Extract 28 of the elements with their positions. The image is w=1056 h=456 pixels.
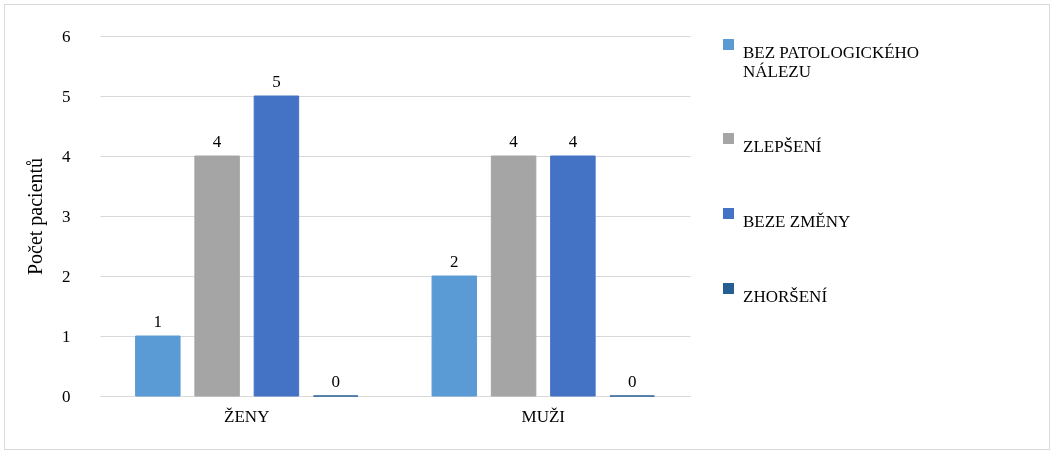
data-label: 4 bbox=[509, 132, 519, 151]
bar bbox=[135, 335, 181, 397]
legend-label: ZHORŠENÍ bbox=[743, 286, 828, 306]
data-label: 4 bbox=[212, 132, 222, 151]
data-label: 0 bbox=[331, 372, 340, 391]
y-tick-label: 3 bbox=[62, 206, 71, 226]
y-tick-label: 2 bbox=[62, 266, 71, 286]
data-label: 5 bbox=[272, 72, 281, 91]
x-tick-label: MUŽI bbox=[521, 406, 566, 426]
y-tick-label: 6 bbox=[62, 26, 71, 46]
data-label: 4 bbox=[568, 132, 578, 151]
data-label: 2 bbox=[450, 252, 459, 271]
bar bbox=[490, 155, 537, 397]
legend-label: BEZE ZMĚNY bbox=[743, 211, 851, 231]
y-axis-title: Počet pacientů bbox=[24, 157, 47, 276]
bar bbox=[550, 155, 596, 397]
data-label: 1 bbox=[153, 312, 163, 331]
bar bbox=[253, 95, 300, 397]
y-tick-label: 4 bbox=[62, 146, 71, 166]
x-tick-label: ŽENY bbox=[224, 406, 270, 426]
bar bbox=[194, 155, 240, 397]
legend-label: ZLEPŠENÍ bbox=[743, 136, 822, 156]
y-tick-label: 5 bbox=[62, 86, 71, 106]
bar bbox=[431, 275, 478, 397]
legend-label: BEZ PATOLOGICKÉHO NÁLEZU bbox=[743, 42, 920, 81]
y-tick-label: 0 bbox=[62, 386, 71, 406]
data-label: 0 bbox=[627, 372, 637, 391]
y-tick-label: 1 bbox=[62, 326, 71, 346]
